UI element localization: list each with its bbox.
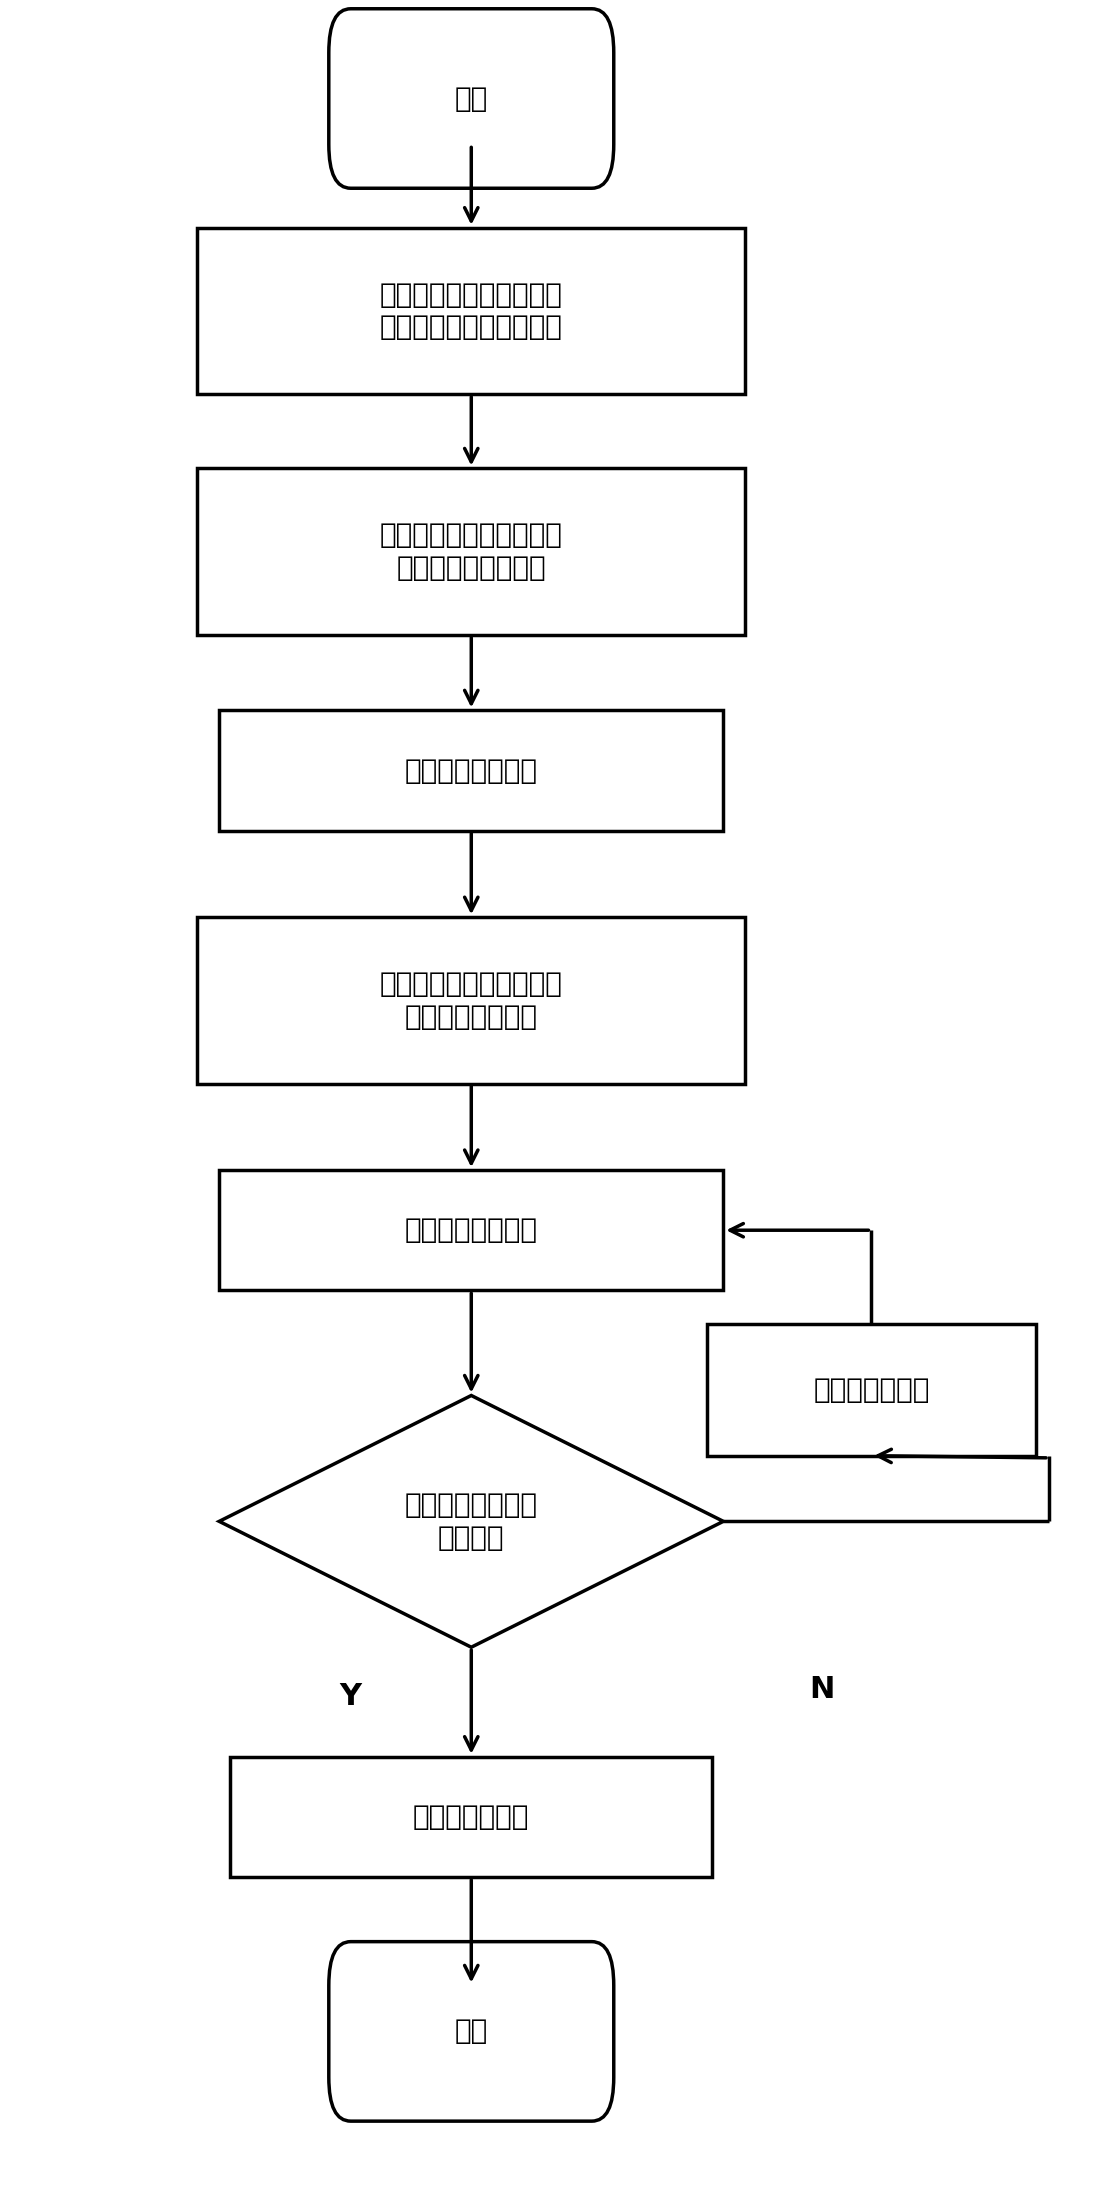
Bar: [219, 1169, 723, 1292]
Text: 设计非线性滑模面: 设计非线性滑模面: [404, 1217, 538, 1243]
Text: Y: Y: [340, 1681, 362, 1712]
FancyBboxPatch shape: [329, 9, 614, 188]
Text: 系统滑动模态是否
渐进稳定: 系统滑动模态是否 渐进稳定: [404, 1491, 538, 1552]
Text: 获取多智能体跟踪系统的
通讯拓扑结构和控制模型: 获取多智能体跟踪系统的 通讯拓扑结构和控制模型: [380, 280, 562, 341]
Text: N: N: [809, 1675, 835, 1705]
Text: 调整滑模面参数: 调整滑模面参数: [813, 1377, 929, 1403]
Text: 设计容错控制器: 设计容错控制器: [413, 1804, 529, 1830]
Bar: [707, 1324, 1036, 1456]
Bar: [219, 709, 723, 830]
Text: 开始: 开始: [455, 85, 488, 112]
Bar: [197, 228, 745, 394]
Text: 建立增广的跟踪误差系统
并引入一个中间变量: 建立增广的跟踪误差系统 并引入一个中间变量: [380, 521, 562, 582]
Text: 得到多种故障和领导者控
制输入的观测信息: 得到多种故障和领导者控 制输入的观测信息: [380, 970, 562, 1031]
Text: 结束: 结束: [455, 2018, 488, 2045]
Bar: [230, 1756, 712, 1876]
Text: 设计分布式观测器: 设计分布式观测器: [404, 757, 538, 784]
Bar: [197, 917, 745, 1084]
Polygon shape: [219, 1397, 723, 1646]
FancyBboxPatch shape: [329, 1942, 614, 2121]
Bar: [197, 468, 745, 635]
